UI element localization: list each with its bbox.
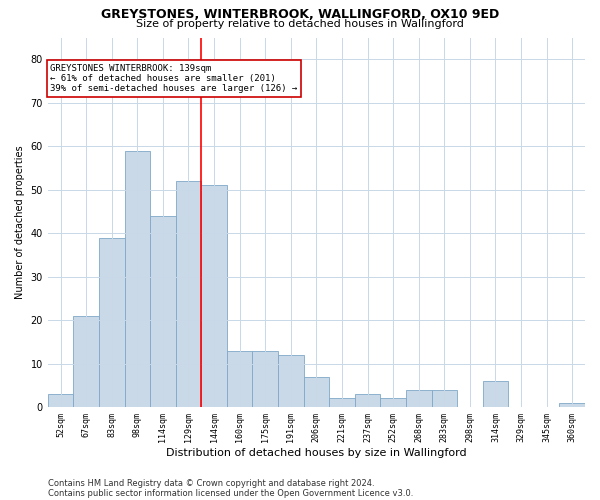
Bar bbox=[99, 238, 125, 407]
Bar bbox=[278, 355, 304, 407]
Bar bbox=[201, 186, 227, 407]
Bar bbox=[380, 398, 406, 407]
X-axis label: Distribution of detached houses by size in Wallingford: Distribution of detached houses by size … bbox=[166, 448, 467, 458]
Bar bbox=[431, 390, 457, 407]
Bar bbox=[150, 216, 176, 407]
Text: GREYSTONES, WINTERBROOK, WALLINGFORD, OX10 9ED: GREYSTONES, WINTERBROOK, WALLINGFORD, OX… bbox=[101, 8, 499, 20]
Bar bbox=[559, 402, 585, 407]
Text: Contains public sector information licensed under the Open Government Licence v3: Contains public sector information licen… bbox=[48, 488, 413, 498]
Bar bbox=[48, 394, 73, 407]
Y-axis label: Number of detached properties: Number of detached properties bbox=[15, 146, 25, 299]
Text: Contains HM Land Registry data © Crown copyright and database right 2024.: Contains HM Land Registry data © Crown c… bbox=[48, 478, 374, 488]
Text: GREYSTONES WINTERBROOK: 139sqm
← 61% of detached houses are smaller (201)
39% of: GREYSTONES WINTERBROOK: 139sqm ← 61% of … bbox=[50, 64, 298, 94]
Bar bbox=[406, 390, 431, 407]
Bar bbox=[227, 350, 253, 407]
Bar bbox=[253, 350, 278, 407]
Bar bbox=[73, 316, 99, 407]
Text: Size of property relative to detached houses in Wallingford: Size of property relative to detached ho… bbox=[136, 19, 464, 29]
Bar bbox=[304, 376, 329, 407]
Bar bbox=[176, 181, 201, 407]
Bar bbox=[329, 398, 355, 407]
Bar bbox=[355, 394, 380, 407]
Bar bbox=[482, 381, 508, 407]
Bar bbox=[125, 150, 150, 407]
